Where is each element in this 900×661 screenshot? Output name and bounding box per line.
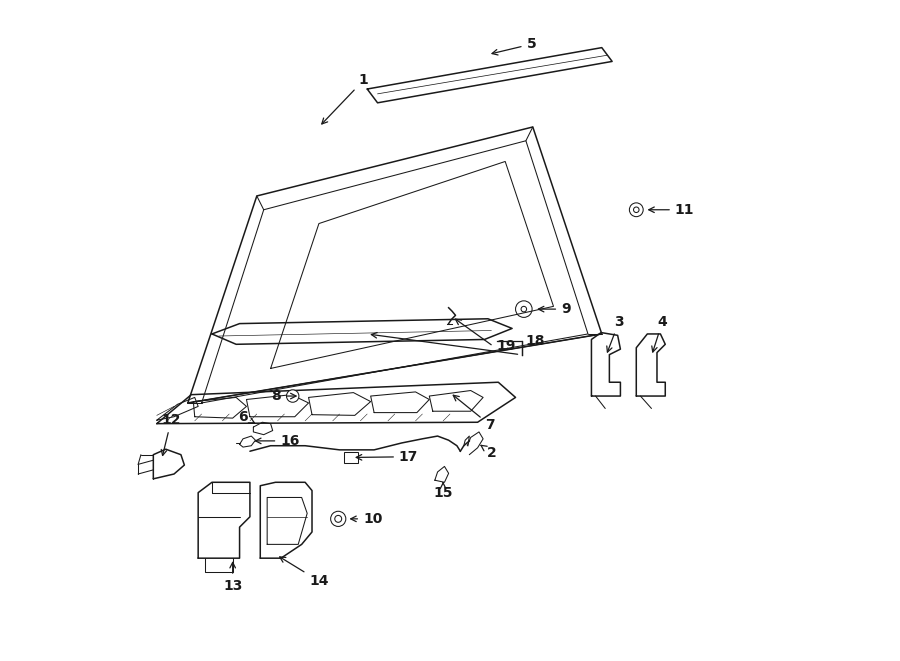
Text: 13: 13: [223, 563, 242, 593]
Text: 2: 2: [481, 446, 496, 459]
Text: 12: 12: [161, 413, 181, 455]
Text: 1: 1: [322, 73, 369, 124]
Circle shape: [330, 511, 346, 526]
Circle shape: [286, 390, 299, 403]
Text: 10: 10: [351, 512, 382, 526]
Text: 9: 9: [538, 302, 571, 316]
Text: 17: 17: [356, 449, 419, 464]
Text: 6: 6: [238, 410, 255, 424]
Text: 4: 4: [652, 315, 668, 352]
Text: 7: 7: [454, 395, 495, 432]
Text: 19: 19: [497, 339, 517, 354]
Text: 14: 14: [280, 557, 328, 588]
Text: 11: 11: [649, 203, 694, 217]
Bar: [345, 452, 358, 463]
Circle shape: [521, 306, 526, 312]
Text: 18: 18: [526, 334, 545, 348]
Text: 15: 15: [434, 483, 453, 500]
Text: 16: 16: [256, 434, 300, 448]
Text: 5: 5: [492, 37, 536, 55]
Text: 3: 3: [607, 315, 624, 352]
Circle shape: [634, 207, 639, 213]
Text: 8: 8: [271, 389, 296, 403]
